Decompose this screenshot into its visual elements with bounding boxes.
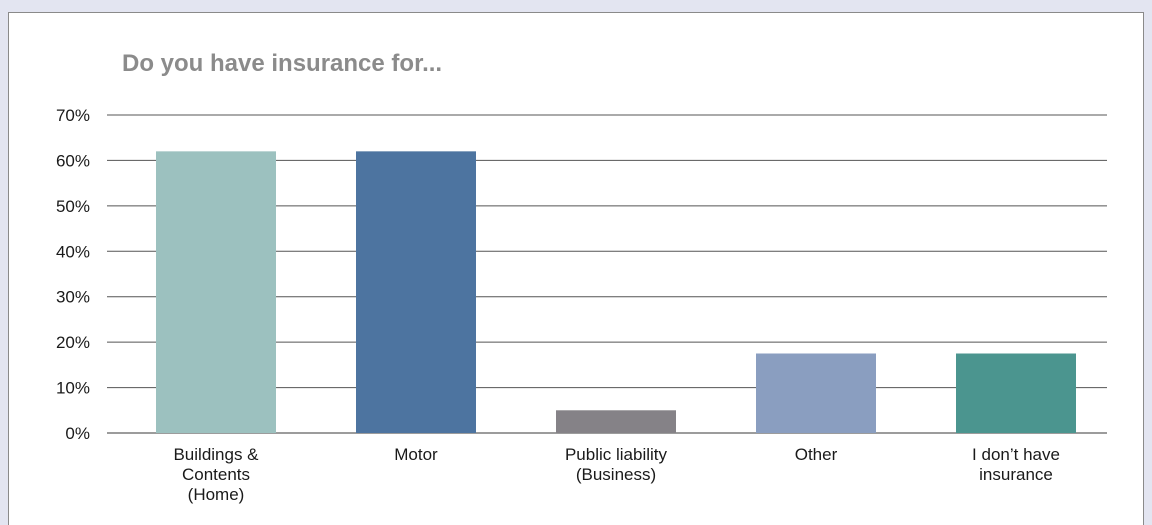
- x-category-label: Public liability (Business): [565, 445, 668, 484]
- bar: [556, 410, 676, 433]
- bar: [956, 353, 1076, 433]
- bar: [756, 353, 876, 433]
- y-tick-label: 10%: [56, 379, 90, 398]
- y-tick-label: 50%: [56, 197, 90, 216]
- y-tick-label: 40%: [56, 242, 90, 261]
- bar: [156, 151, 276, 434]
- x-category-label: Other: [795, 445, 838, 464]
- y-tick-label: 60%: [56, 151, 90, 170]
- x-category-label: I don’t have insurance: [972, 445, 1060, 484]
- x-category-label: Buildings & Contents (Home): [173, 445, 259, 504]
- x-category-label: Motor: [394, 445, 438, 464]
- y-tick-label: 20%: [56, 333, 90, 352]
- chart-title: Do you have insurance for...: [122, 50, 443, 77]
- y-tick-label: 30%: [56, 288, 90, 307]
- y-tick-label: 70%: [56, 106, 90, 125]
- y-tick-label: 0%: [65, 424, 90, 443]
- bar: [356, 151, 476, 434]
